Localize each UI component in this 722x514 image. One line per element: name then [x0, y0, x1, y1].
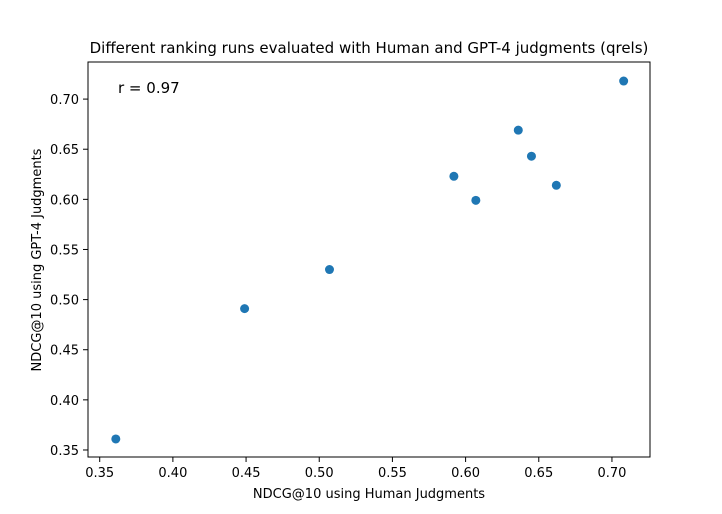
correlation-annotation: r = 0.97	[118, 79, 180, 97]
y-tick-label: 0.40	[50, 394, 79, 409]
y-tick-label: 0.60	[50, 193, 79, 208]
x-axis: 0.35 0.40 0.45 0.50 0.55 0.60 0.65 0.70	[85, 457, 626, 481]
scatter-point	[324, 265, 334, 275]
x-tick-label: 0.35	[85, 466, 114, 481]
scatter-point	[111, 434, 121, 444]
y-axis: 0.35 0.40 0.45 0.50 0.55 0.60 0.65 0.70	[50, 93, 88, 459]
scatter-point	[240, 304, 250, 314]
plot-area	[87, 61, 651, 458]
scatter-point	[526, 151, 536, 161]
x-tick-label: 0.40	[158, 466, 187, 481]
x-tick-label: 0.70	[597, 466, 626, 481]
x-tick-label: 0.65	[524, 466, 553, 481]
y-tick-label: 0.45	[50, 344, 79, 359]
scatter-point	[551, 180, 561, 190]
x-tick-label: 0.55	[378, 466, 407, 481]
x-axis-label: NDCG@10 using Human Judgments	[253, 487, 485, 502]
y-tick-label: 0.35	[50, 444, 79, 459]
y-axis-label: NDCG@10 using GPT-4 Judgments	[30, 148, 45, 371]
data-points	[111, 76, 629, 444]
x-tick-label: 0.50	[305, 466, 334, 481]
y-tick-label: 0.55	[50, 243, 79, 258]
x-tick-label: 0.45	[232, 466, 261, 481]
y-tick-label: 0.50	[50, 294, 79, 309]
chart-title: Different ranking runs evaluated with Hu…	[90, 39, 649, 57]
scatter-point	[619, 76, 629, 86]
y-tick-label: 0.70	[50, 93, 79, 108]
scatter-point	[449, 171, 459, 181]
x-tick-label: 0.60	[451, 466, 480, 481]
y-tick-label: 0.65	[50, 143, 79, 158]
scatter-point	[513, 125, 523, 135]
scatter-point	[471, 195, 481, 205]
